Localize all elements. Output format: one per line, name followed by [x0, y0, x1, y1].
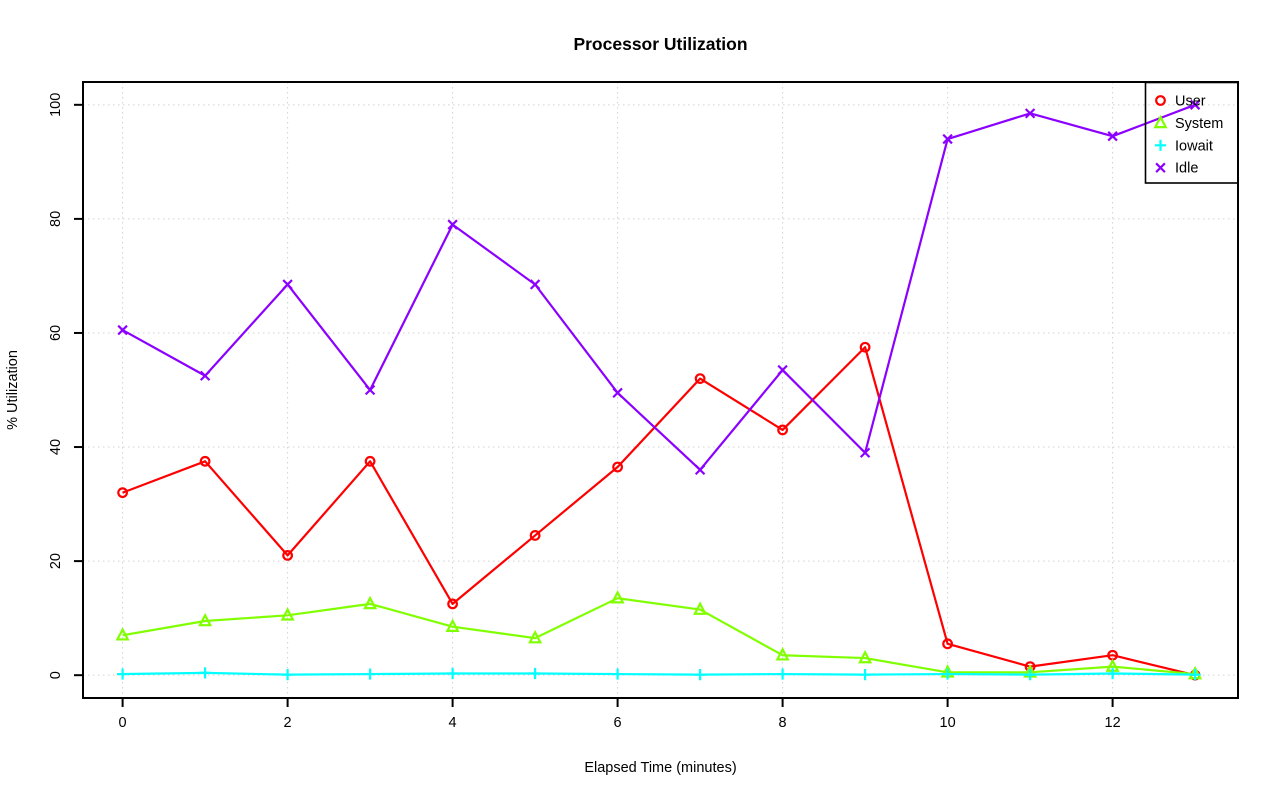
y-tick-label: 40: [48, 439, 64, 455]
series-system: [115, 590, 1203, 680]
plus-marker: [1106, 667, 1119, 680]
plus-marker: [1189, 669, 1201, 681]
plus-marker: [1154, 139, 1167, 151]
x-tick-label: 12: [1105, 715, 1121, 731]
y-tick-label: 20: [48, 553, 64, 569]
x-marker: [364, 384, 376, 396]
plus-marker: [529, 667, 541, 680]
plot-border: [82, 81, 1239, 699]
plus-marker: [199, 667, 211, 679]
circle-marker: [777, 424, 788, 436]
plus-marker: [859, 669, 871, 681]
x-marker: [199, 370, 211, 381]
circle-marker: [117, 487, 128, 499]
circle-marker: [942, 638, 953, 650]
plus-marker: [694, 669, 706, 681]
x-marker: [777, 364, 788, 376]
series-line-system: [122, 597, 1196, 676]
plus-marker: [941, 668, 954, 680]
plus-marker: [776, 668, 789, 680]
plus-marker: [611, 668, 624, 680]
series-user: [117, 341, 1201, 681]
x-tick-label: 4: [449, 715, 457, 731]
triangle-marker: [445, 618, 460, 633]
triangle-marker: [775, 647, 790, 661]
plus-marker: [116, 668, 129, 680]
x-tick-label: 8: [779, 715, 787, 731]
y-tick-label: 100: [48, 93, 64, 117]
triangle-marker: [280, 607, 295, 621]
series-line-iowait: [122, 671, 1196, 676]
triangle-marker: [198, 612, 213, 627]
y-tick-label: 60: [48, 325, 64, 341]
x-marker: [859, 447, 871, 458]
plus-marker: [282, 669, 294, 681]
x-marker: [1155, 162, 1166, 173]
circle-marker: [694, 373, 706, 384]
series-line-user: [122, 346, 1196, 677]
triangle-marker: [610, 590, 625, 604]
circle-marker: [859, 341, 871, 353]
circle-marker: [199, 455, 211, 467]
series-iowait: [116, 667, 1201, 681]
circle-marker: [612, 461, 623, 473]
x-axis-label: Elapsed Time (minutes): [584, 760, 736, 776]
plus-marker: [447, 667, 459, 680]
chart-title: Processor Utilization: [573, 34, 747, 54]
legend-box: [1144, 81, 1239, 184]
circle-marker: [529, 530, 541, 541]
y-tick-label: 80: [48, 211, 64, 227]
plus-marker: [364, 668, 376, 680]
x-marker: [1024, 108, 1036, 119]
y-axis-label: % Utilization: [5, 350, 21, 430]
legend-label-idle: Idle: [1175, 161, 1198, 177]
x-tick-label: 10: [940, 715, 956, 731]
x-marker: [694, 464, 706, 476]
x-marker: [447, 219, 458, 230]
circle-marker: [1155, 95, 1166, 106]
x-marker: [1189, 99, 1201, 110]
x-marker: [612, 387, 623, 399]
circle-marker: [447, 598, 459, 610]
triangle-marker: [858, 649, 873, 664]
legend-label-user: User: [1175, 94, 1206, 110]
legend: [1144, 81, 1239, 184]
triangle-marker: [528, 629, 543, 644]
plus-marker: [1024, 669, 1036, 681]
x-tick-label: 2: [284, 715, 292, 731]
triangle-marker: [363, 595, 378, 610]
x-marker: [942, 133, 953, 145]
x-tick-label: 0: [119, 715, 127, 731]
x-marker: [117, 324, 128, 336]
legend-label-iowait: Iowait: [1175, 138, 1213, 154]
y-tick-label: 0: [48, 671, 64, 679]
x-tick-label: 6: [614, 715, 622, 731]
series-idle: [117, 99, 1201, 476]
triangle-marker: [1153, 114, 1168, 129]
triangle-marker: [693, 601, 708, 615]
x-marker: [282, 279, 293, 290]
x-marker: [529, 279, 541, 290]
triangle-marker: [115, 627, 130, 641]
circle-marker: [364, 455, 376, 467]
legend-label-system: System: [1175, 116, 1223, 132]
series-line-idle: [122, 103, 1196, 471]
circle-marker: [282, 550, 294, 561]
x-marker: [1107, 131, 1118, 142]
